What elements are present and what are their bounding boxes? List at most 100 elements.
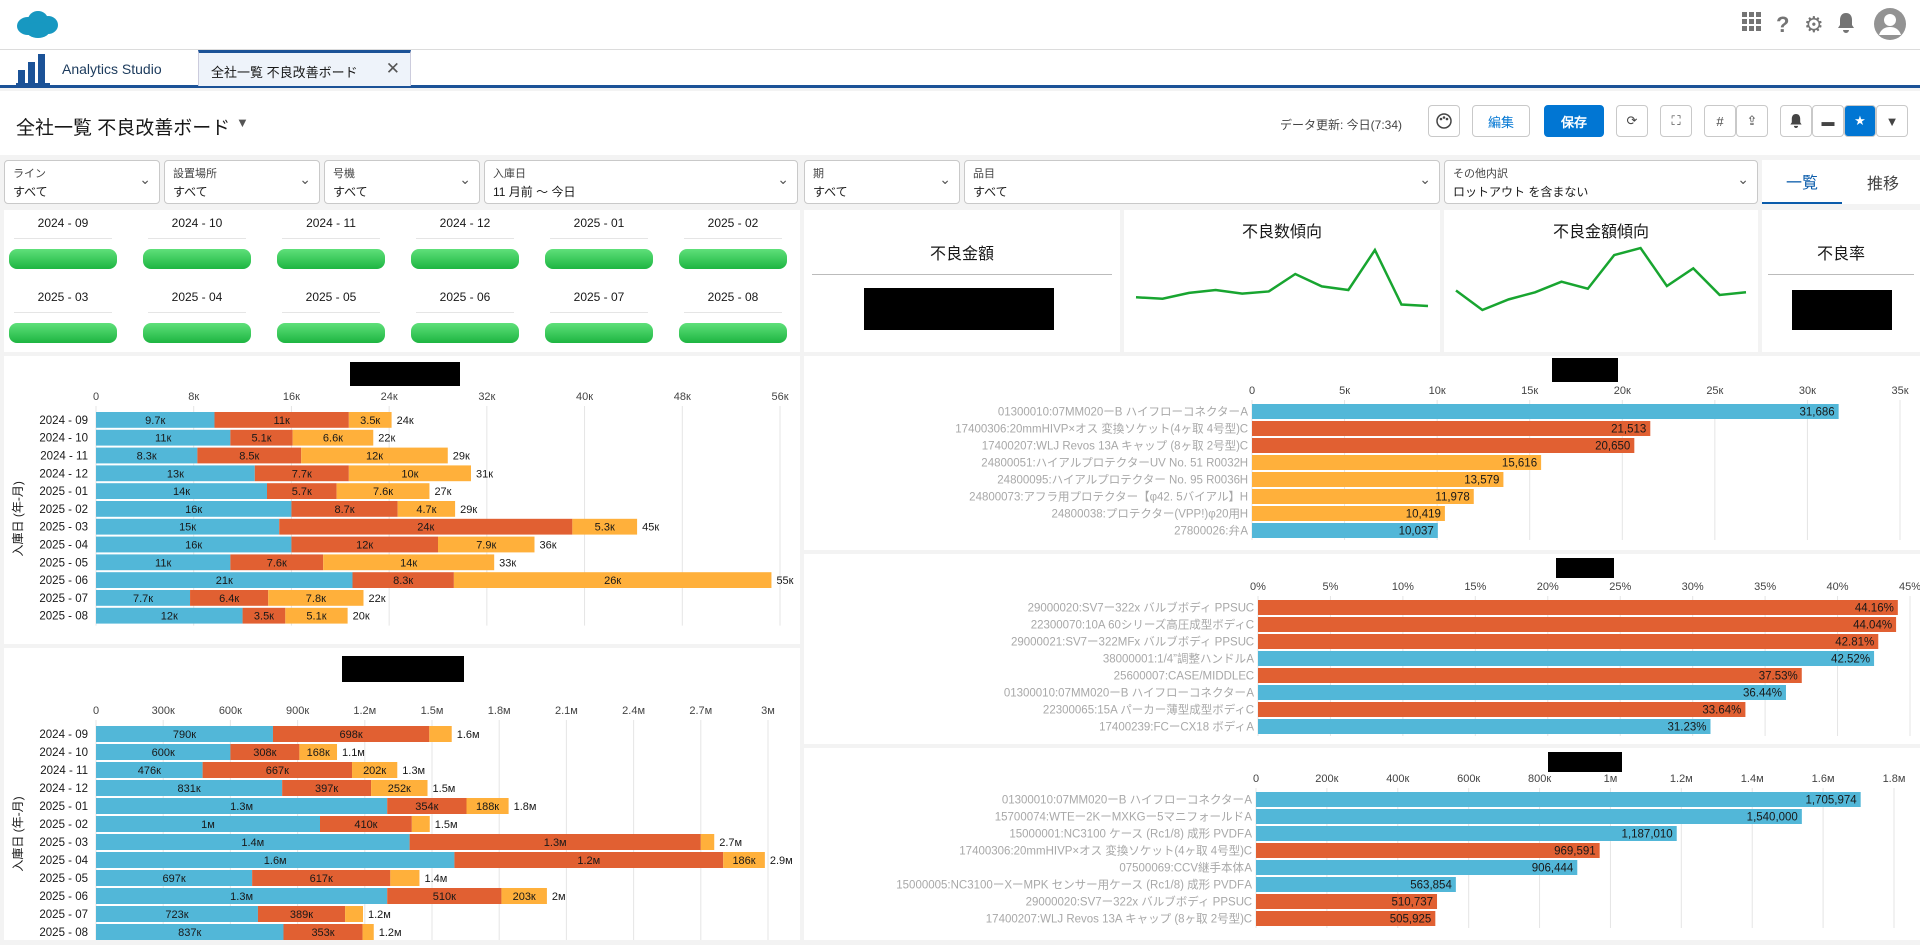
- total-label: 22к: [368, 593, 385, 605]
- top-items-count-panel: 0 5к 10к 15к 20к 25к 30к 35к 01300010:07MM020ーB …: [804, 356, 1920, 550]
- redacted-value: [864, 288, 1054, 330]
- month-status[interactable]: 2024 - 12: [406, 216, 524, 269]
- tab-trend[interactable]: 推移: [1866, 176, 1899, 193]
- month-status[interactable]: 2024 - 10: [138, 216, 256, 269]
- month-status[interactable]: 2025 - 01: [540, 216, 658, 269]
- bar-segment: [723, 852, 765, 868]
- y-category-label: 27800026:弁: [1174, 524, 1240, 538]
- data-label: 1.4м: [241, 837, 264, 849]
- x-tick-label: 16к: [283, 391, 300, 403]
- edit-button[interactable]: 編集: [1472, 105, 1530, 137]
- salesforce-cloud-logo[interactable]: [14, 8, 60, 40]
- app-name[interactable]: Analytics Studio: [62, 61, 162, 77]
- slack-share-button[interactable]: #: [1704, 105, 1736, 137]
- data-label: 42.52%: [1831, 654, 1870, 666]
- y-category-label: 17400306:20mmHIVP×オス 変換ソケット(4ヶ取 4号型): [959, 844, 1244, 858]
- x-tick-label: 2.1м: [555, 705, 578, 717]
- month-status[interactable]: 2025 - 08: [674, 290, 792, 343]
- y-category-label: 2025 - 03: [39, 522, 88, 534]
- status-indicator: [411, 323, 519, 343]
- month-status[interactable]: 2025 - 07: [540, 290, 658, 343]
- bar-segment: [257, 906, 346, 922]
- category-code: H: [1240, 509, 1248, 521]
- bar-segment: [501, 888, 547, 904]
- bar-segment: [387, 888, 502, 904]
- month-status[interactable]: 2025 - 04: [138, 290, 256, 343]
- chevron-down-icon[interactable]: ▼: [236, 115, 249, 130]
- data-label: 7.9к: [476, 540, 496, 552]
- bar: [1256, 877, 1456, 892]
- bar-segment: [438, 536, 535, 553]
- bar-segment: [96, 607, 243, 624]
- bell-icon[interactable]: [1836, 12, 1856, 40]
- filter-period[interactable]: 期すべて ⌄: [804, 160, 960, 204]
- data-label: 354к: [415, 801, 438, 813]
- data-label: 600к: [152, 747, 175, 759]
- kpi-rate-tile[interactable]: 不良率: [1762, 210, 1920, 352]
- data-label: 11к: [274, 415, 290, 427]
- total-label: 2.9м: [770, 855, 793, 867]
- filter-location[interactable]: 設置場所 すべて ⌄: [164, 160, 320, 204]
- tab-list[interactable]: 一覧: [1762, 160, 1842, 204]
- filter-other-breakdown[interactable]: その他内訳 ロットアウト を含まない ⌄: [1444, 160, 1758, 204]
- data-label: 3.5к: [360, 415, 380, 427]
- category-code: C: [1246, 603, 1254, 615]
- filter-item[interactable]: 品目 すべて ⌄: [964, 160, 1440, 204]
- data-label: 1,705,974: [1806, 795, 1858, 807]
- fullscreen-button[interactable]: ⛶: [1660, 105, 1692, 137]
- bar: [1258, 617, 1897, 632]
- x-tick-label: 32к: [478, 391, 495, 403]
- bar-segment: [345, 906, 364, 922]
- help-icon[interactable]: ?: [1776, 12, 1790, 37]
- y-category-label: 2024 - 09: [39, 415, 88, 427]
- subscribe-button[interactable]: ▬: [1812, 105, 1844, 137]
- category-code: A: [1244, 829, 1252, 841]
- x-tick-label: 10%: [1392, 581, 1414, 593]
- favorite-star-button[interactable]: ★: [1844, 105, 1876, 137]
- month-status[interactable]: 2025 - 02: [674, 216, 792, 269]
- more-options-button[interactable]: ▼: [1876, 105, 1908, 137]
- month-status[interactable]: 2024 - 11: [272, 216, 390, 269]
- bar-segment: [214, 412, 349, 428]
- notification-button[interactable]: [1780, 105, 1812, 137]
- x-tick-label: 5%: [1322, 581, 1338, 593]
- data-label: 510,737: [1391, 897, 1433, 909]
- data-label: 16к: [185, 504, 202, 516]
- filter-receipt-date[interactable]: 入庫日 11 月前 〜 今日 ⌄: [484, 160, 798, 204]
- page-title: 全社一覧 不良改善ボード: [16, 118, 231, 139]
- global-header: ? ⚙: [0, 0, 1920, 50]
- x-tick-label: 35к: [1891, 385, 1908, 397]
- data-label: 12к: [356, 540, 373, 552]
- data-label: 13,579: [1464, 475, 1499, 487]
- app-grid-icon[interactable]: [1742, 12, 1762, 38]
- filter-machine[interactable]: 号機 すべて ⌄: [324, 160, 480, 204]
- filter-line[interactable]: ライン すべて ⌄: [4, 160, 160, 204]
- close-icon[interactable]: ✕: [385, 59, 400, 78]
- trend-line: [1135, 247, 1429, 308]
- kpi-amount-tile[interactable]: 不良金額: [804, 210, 1120, 352]
- save-button[interactable]: 保存: [1544, 105, 1604, 137]
- share-button[interactable]: ⇪: [1736, 105, 1768, 137]
- month-status[interactable]: 2024 - 09: [4, 216, 122, 269]
- kpi-count-trend-tile[interactable]: 不良数傾向: [1124, 210, 1440, 352]
- month-status[interactable]: 2025 - 06: [406, 290, 524, 343]
- filter-label: 設置場所: [173, 168, 217, 180]
- x-tick-label: 0: [1253, 773, 1259, 785]
- gear-icon[interactable]: ⚙: [1804, 12, 1824, 37]
- status-indicator: [277, 249, 385, 269]
- x-tick-label: 0%: [1250, 581, 1266, 593]
- kpi-amount-trend-tile[interactable]: 不良金額傾向: [1444, 210, 1758, 352]
- tab-dashboard[interactable]: 全社一覧 不良改善ボード ✕: [198, 50, 411, 86]
- month-status[interactable]: 2025 - 05: [272, 290, 390, 343]
- theme-button[interactable]: [1428, 105, 1460, 137]
- data-label: 3.5к: [254, 611, 274, 623]
- refresh-button[interactable]: ⟳: [1616, 105, 1648, 137]
- data-label: 389к: [290, 909, 313, 921]
- bar-segment: [411, 816, 430, 832]
- defect-count-chart-panel: 0 8к 16к 24к 32к 40к 48к 56к 入庫日 (年-月) 2024 - 09 9…: [4, 356, 800, 644]
- data-label: 1м: [201, 819, 215, 831]
- month-status[interactable]: 2025 - 03: [4, 290, 122, 343]
- x-tick-label: 600к: [219, 705, 242, 717]
- filter-value: 11 月前 〜 今日: [493, 185, 576, 199]
- avatar[interactable]: [1874, 8, 1906, 46]
